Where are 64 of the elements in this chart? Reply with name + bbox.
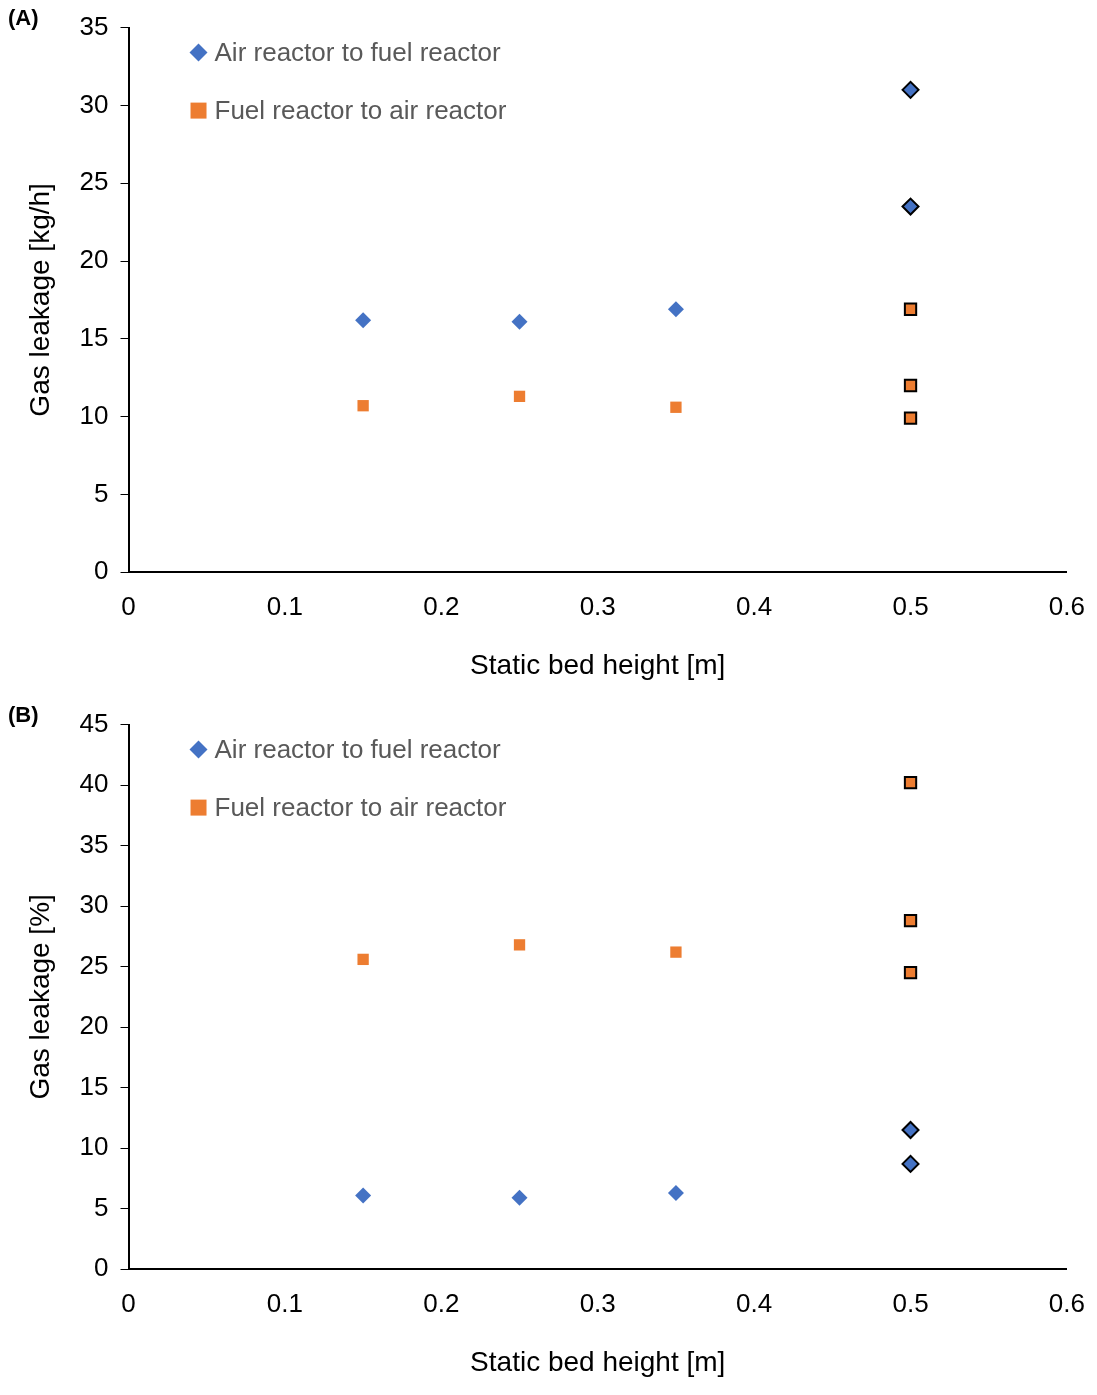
x-tick-label: 0 bbox=[121, 1287, 136, 1318]
point bbox=[511, 1189, 528, 1206]
x-tick-label: 0.5 bbox=[892, 1287, 929, 1318]
legend-label: Air reactor to fuel reactor bbox=[214, 36, 501, 67]
point bbox=[903, 776, 918, 790]
x-tick-label: 0.1 bbox=[266, 1287, 303, 1318]
y-tick-label: 25 bbox=[79, 166, 109, 197]
y-tick-label: 15 bbox=[79, 1070, 109, 1101]
x-tick-label: 0.3 bbox=[579, 590, 616, 621]
point bbox=[901, 197, 920, 216]
y-tick-label: 45 bbox=[79, 707, 109, 738]
point bbox=[355, 312, 372, 329]
point bbox=[903, 966, 918, 980]
point bbox=[903, 302, 918, 316]
point bbox=[667, 301, 684, 318]
y-tick-label: 20 bbox=[79, 1010, 109, 1041]
point bbox=[903, 411, 918, 425]
legend-label: Air reactor to fuel reactor bbox=[214, 733, 501, 764]
x-tick-label: 0 bbox=[121, 590, 136, 621]
legend-label: Fuel reactor to air reactor bbox=[214, 791, 507, 822]
point bbox=[511, 313, 528, 330]
legend-label: Fuel reactor to air reactor bbox=[214, 94, 507, 125]
point bbox=[667, 1184, 684, 1201]
chart-title: (A) bbox=[8, 5, 39, 31]
x-tick-label: 0.1 bbox=[266, 590, 303, 621]
y-tick-label: 10 bbox=[79, 1131, 109, 1162]
point bbox=[901, 1121, 920, 1140]
y-tick-label: 35 bbox=[79, 828, 109, 859]
point bbox=[513, 939, 526, 951]
chart-title: (B) bbox=[8, 702, 39, 728]
point bbox=[903, 914, 918, 928]
x-tick-label: 0.3 bbox=[579, 1287, 616, 1318]
point bbox=[903, 378, 918, 393]
point bbox=[357, 953, 369, 966]
y-tick-label: 10 bbox=[79, 399, 109, 430]
point bbox=[901, 1154, 920, 1173]
y-tick-label: 35 bbox=[79, 10, 109, 41]
y-tick-label: 5 bbox=[94, 1191, 109, 1222]
x-tick-label: 0.6 bbox=[1048, 1287, 1086, 1318]
point bbox=[355, 1187, 372, 1204]
y-tick-label: 5 bbox=[94, 477, 109, 508]
x-tick-label: 0.2 bbox=[423, 1287, 460, 1318]
point bbox=[670, 401, 682, 413]
x-axis-title: Static bed height [m] bbox=[470, 1345, 726, 1377]
y-tick-label: 0 bbox=[94, 1252, 109, 1283]
y-tick-label: 25 bbox=[79, 949, 109, 980]
y-axis-title: Gas leakage [kg/h] bbox=[23, 183, 55, 417]
y-tick-label: 20 bbox=[79, 244, 109, 275]
x-tick-label: 0.4 bbox=[736, 590, 773, 621]
y-tick-label: 30 bbox=[79, 88, 109, 119]
point bbox=[901, 80, 920, 99]
x-tick-label: 0.2 bbox=[423, 590, 460, 621]
point bbox=[513, 390, 526, 403]
y-tick-label: 30 bbox=[79, 889, 109, 920]
point bbox=[357, 400, 369, 412]
x-tick-label: 0.4 bbox=[736, 1287, 773, 1318]
x-axis-title: Static bed height [m] bbox=[470, 648, 726, 680]
x-tick-label: 0.6 bbox=[1048, 590, 1086, 621]
y-tick-label: 15 bbox=[79, 321, 109, 352]
y-tick-label: 40 bbox=[79, 768, 109, 799]
y-axis-title: Gas leakage [%] bbox=[23, 894, 55, 1100]
x-tick-label: 0.5 bbox=[892, 590, 929, 621]
point bbox=[670, 946, 682, 958]
y-tick-label: 0 bbox=[94, 555, 109, 586]
